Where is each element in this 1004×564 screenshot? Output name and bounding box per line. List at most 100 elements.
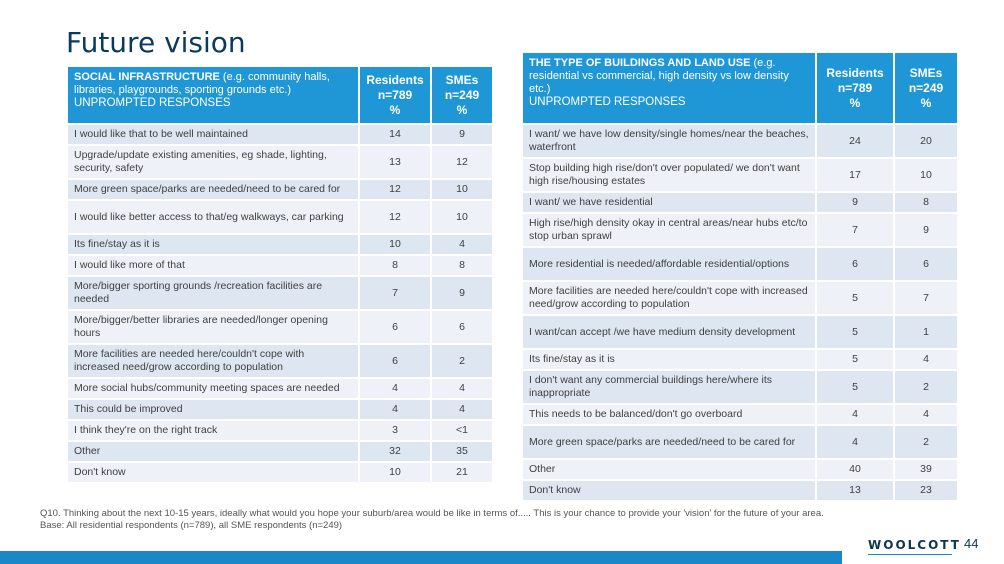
smes-value: <1	[432, 421, 492, 440]
residents-value: 3	[360, 421, 430, 440]
residents-value: 4	[360, 379, 430, 398]
smes-value: 8	[432, 256, 492, 275]
smes-value: 7	[895, 282, 957, 314]
row-label: More residential is needed/affordable re…	[523, 248, 815, 280]
row-label: Its fine/stay as it is	[68, 235, 358, 254]
residents-value: 13	[817, 481, 893, 500]
residents-value: 5	[817, 316, 893, 348]
row-label: Stop building high rise/don't over popul…	[523, 159, 815, 191]
header-examples: (e.g. community halls, libraries, playgr…	[74, 71, 330, 96]
residents-value: 12	[360, 180, 430, 199]
residents-value: 14	[360, 125, 430, 144]
smes-value: 4	[895, 350, 957, 369]
row-label: More/bigger/better libraries are needed/…	[68, 311, 358, 343]
residents-value: 24	[817, 125, 893, 157]
table-row: I want/can accept /we have medium densit…	[523, 316, 957, 348]
table-row: I would like that to be well maintained 1…	[68, 125, 492, 144]
row-label: Its fine/stay as it is	[523, 350, 815, 369]
row-label: More social hubs/community meeting space…	[68, 379, 358, 398]
page-title: Future vision	[66, 26, 246, 59]
table-row: Its fine/stay as it is 5 4	[523, 350, 957, 369]
smes-value: 8	[895, 193, 957, 212]
smes-value: 9	[432, 125, 492, 144]
table-row: I want/ we have residential 9 8	[523, 193, 957, 212]
smes-value: 12	[432, 146, 492, 178]
buildings-land-use-table: THE TYPE OF BUILDINGS AND LAND USE (e.g.…	[521, 51, 959, 502]
residents-value: 8	[360, 256, 430, 275]
residents-value: 13	[360, 146, 430, 178]
header-smes: SMEs n=249%	[432, 67, 492, 123]
table-row: More green space/parks are needed/need t…	[523, 426, 957, 458]
smes-value: 4	[432, 400, 492, 419]
page-number: 44	[964, 536, 979, 551]
row-label: More green space/parks are needed/need t…	[68, 180, 358, 199]
header-examples: (e.g. residential vs commercial, high de…	[529, 57, 789, 95]
residents-value: 10	[360, 463, 430, 482]
row-label: I would like more of that	[68, 256, 358, 275]
row-label: I want/ we have residential	[523, 193, 815, 212]
row-label: This needs to be balanced/don't go overb…	[523, 405, 815, 424]
smes-value: 35	[432, 442, 492, 461]
table-row: Its fine/stay as it is 10 4	[68, 235, 492, 254]
residents-value: 10	[360, 235, 430, 254]
row-label: I would like that to be well maintained	[68, 125, 358, 144]
smes-value: 9	[432, 277, 492, 309]
smes-value: 6	[432, 311, 492, 343]
smes-value: 9	[895, 214, 957, 246]
residents-value: 6	[360, 345, 430, 377]
smes-value: 2	[895, 371, 957, 403]
table-row: This needs to be balanced/don't go overb…	[523, 405, 957, 424]
table-row: More green space/parks are needed/need t…	[68, 180, 492, 199]
smes-value: 10	[895, 159, 957, 191]
header-smes: SMEs n=249%	[895, 53, 957, 123]
header-topic: SOCIAL INFRASTRUCTURE	[74, 71, 220, 83]
header-subtitle: UNPROMPTED RESPONSES	[529, 96, 686, 108]
footer-bar	[0, 551, 842, 564]
header-subtitle: UNPROMPTED RESPONSES	[74, 97, 231, 109]
row-label: Other	[68, 442, 358, 461]
table-row: More facilities are needed here/couldn't…	[523, 282, 957, 314]
row-label: More green space/parks are needed/need t…	[523, 426, 815, 458]
social-infrastructure-table: SOCIAL INFRASTRUCTURE (e.g. community ha…	[66, 65, 494, 484]
row-label: More facilities are needed here/couldn't…	[68, 345, 358, 377]
smes-value: 21	[432, 463, 492, 482]
residents-value: 6	[360, 311, 430, 343]
table-row: More/bigger/better libraries are needed/…	[68, 311, 492, 343]
row-label: Don't know	[523, 481, 815, 500]
header-residents: Residents n=789%	[817, 53, 893, 123]
row-label: I don't want any commercial buildings he…	[523, 371, 815, 403]
table-row: Other 32 35	[68, 442, 492, 461]
residents-value: 7	[360, 277, 430, 309]
table-row: I think they're on the right track 3 <1	[68, 421, 492, 440]
table-header-question: SOCIAL INFRASTRUCTURE (e.g. community ha…	[68, 67, 358, 123]
row-label: More/bigger sporting grounds /recreation…	[68, 277, 358, 309]
table-row: This could be improved 4 4	[68, 400, 492, 419]
row-label: This could be improved	[68, 400, 358, 419]
woolcott-logo: WOOLCOTT	[868, 538, 959, 557]
footnote: Q10. Thinking about the next 10-15 years…	[40, 508, 860, 532]
residents-value: 6	[817, 248, 893, 280]
row-label: Other	[523, 460, 815, 479]
question-text: Q10. Thinking about the next 10-15 years…	[40, 508, 824, 519]
smes-value: 6	[895, 248, 957, 280]
table-header-question: THE TYPE OF BUILDINGS AND LAND USE (e.g.…	[523, 53, 815, 123]
residents-value: 5	[817, 371, 893, 403]
smes-value: 2	[895, 426, 957, 458]
smes-value: 4	[895, 405, 957, 424]
table-row: More residential is needed/affordable re…	[523, 248, 957, 280]
residents-value: 4	[817, 405, 893, 424]
table-row: I don't want any commercial buildings he…	[523, 371, 957, 403]
row-label: I want/ we have low density/single homes…	[523, 125, 815, 157]
smes-value: 10	[432, 180, 492, 199]
row-label: I think they're on the right track	[68, 421, 358, 440]
residents-value: 32	[360, 442, 430, 461]
table-row: I would like more of that 8 8	[68, 256, 492, 275]
table-row: I want/ we have low density/single homes…	[523, 125, 957, 157]
smes-value: 23	[895, 481, 957, 500]
base-text: Base: All residential respondents (n=789…	[40, 520, 343, 531]
smes-value: 10	[432, 201, 492, 233]
row-label: I want/can accept /we have medium densit…	[523, 316, 815, 348]
residents-value: 7	[817, 214, 893, 246]
row-label: Upgrade/update existing amenities, eg sh…	[68, 146, 358, 178]
row-label: I would like better access to that/eg wa…	[68, 201, 358, 233]
